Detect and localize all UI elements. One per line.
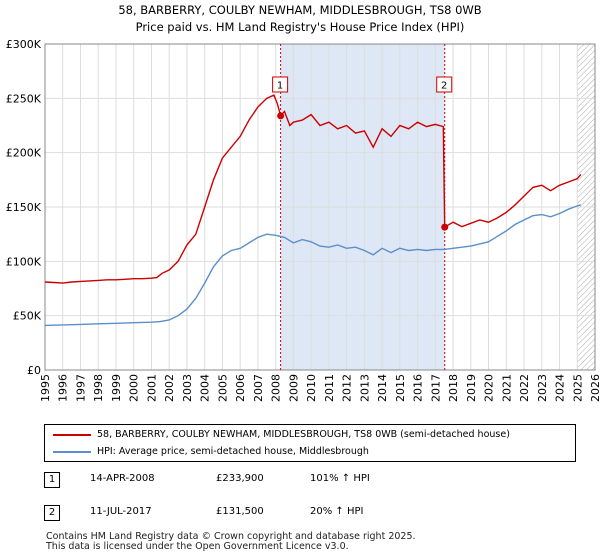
- x-tick-label: 1996: [57, 374, 70, 402]
- x-tick-label: 2023: [536, 374, 549, 402]
- x-tick-label: 2009: [287, 374, 300, 402]
- series-group: [45, 94, 582, 327]
- x-tick-label: 2022: [518, 374, 531, 402]
- x-tick-label: 2010: [305, 374, 318, 402]
- chart-subtitle: Price paid vs. HM Land Registry's House …: [136, 20, 465, 34]
- x-tick-label: 2003: [181, 374, 194, 402]
- legend-swatch-property: [53, 433, 91, 436]
- footer-line-1: Contains HM Land Registry data © Crown c…: [46, 531, 416, 542]
- sale-label: 2: [441, 81, 447, 92]
- x-tick-label: 1999: [110, 374, 123, 402]
- series-line-hpi: [45, 204, 582, 327]
- legend-item-property: 58, BARBERRY, COULBY NEWHAM, MIDDLESBROU…: [53, 427, 510, 443]
- legend-swatch-hpi: [53, 450, 91, 453]
- transaction-date: 14-APR-2008: [90, 473, 155, 484]
- transaction-hpi: 20% ↑ HPI: [310, 506, 364, 517]
- footer: Contains HM Land Registry data © Crown c…: [46, 532, 416, 552]
- x-tick-label: 2021: [500, 374, 513, 402]
- x-tick-label: 2011: [323, 374, 336, 402]
- sale-label: 1: [277, 81, 283, 92]
- x-tick-label: 2013: [358, 374, 371, 402]
- x-tick-label: 2024: [554, 374, 567, 402]
- transaction-badge: 2: [44, 505, 60, 521]
- x-tick-label: 2008: [270, 374, 283, 402]
- series-line-property: [45, 94, 582, 284]
- y-tick-label: £200K: [6, 147, 42, 160]
- y-tick-label: £250K: [6, 92, 42, 105]
- transaction-badge: 1: [44, 472, 60, 488]
- legend-item-hpi: HPI: Average price, semi-detached house,…: [53, 444, 369, 460]
- x-tick-label: 2012: [341, 374, 354, 402]
- x-tick-label: 1997: [74, 374, 87, 402]
- transaction-date: 11-JUL-2017: [90, 506, 152, 517]
- x-tick-label: 2002: [163, 374, 176, 402]
- sale-point: [441, 223, 449, 231]
- sale-label-box: [272, 76, 289, 93]
- x-tick-label: 2001: [145, 374, 158, 402]
- plot-frame: [44, 43, 596, 371]
- x-tick-label: 2016: [412, 374, 425, 402]
- y-tick-label: £300K: [6, 38, 42, 51]
- x-tick-label: 2020: [483, 374, 496, 402]
- legend-label-hpi: HPI: Average price, semi-detached house,…: [97, 446, 369, 457]
- y-tick-label: £50K: [13, 310, 42, 323]
- x-tick-label: 2018: [447, 374, 460, 402]
- legend: 58, BARBERRY, COULBY NEWHAM, MIDDLESBROU…: [44, 424, 576, 462]
- x-tick-label: 1998: [92, 374, 105, 402]
- x-tick-label: 2005: [216, 374, 229, 402]
- footer-line-2: This data is licensed under the Open Gov…: [46, 541, 349, 552]
- x-tick-label: 1995: [39, 374, 52, 402]
- x-tick-label: 2017: [429, 374, 442, 402]
- y-tick-label: £0: [27, 364, 41, 377]
- legend-label-property: 58, BARBERRY, COULBY NEWHAM, MIDDLESBROU…: [97, 429, 510, 440]
- transaction-price: £233,900: [216, 473, 264, 484]
- x-tick-label: 2006: [234, 374, 247, 402]
- x-tick-label: 2019: [465, 374, 478, 402]
- transaction-price: £131,500: [216, 506, 264, 517]
- sale-point: [277, 112, 285, 120]
- x-tick-label: 2014: [376, 374, 389, 402]
- x-tick-label: 2015: [394, 374, 407, 402]
- x-tick-label: 2026: [589, 374, 600, 402]
- chart-title: 58, BARBERRY, COULBY NEWHAM, MIDDLESBROU…: [118, 3, 481, 17]
- x-tick-label: 2000: [128, 374, 141, 402]
- x-tick-label: 2004: [199, 374, 212, 402]
- y-tick-label: £100K: [6, 255, 42, 268]
- y-tick-label: £150K: [6, 201, 42, 214]
- sale-label-box: [436, 76, 453, 93]
- x-tick-label: 2007: [252, 374, 265, 402]
- chart: 58, BARBERRY, COULBY NEWHAM, MIDDLESBROU…: [6, 3, 600, 402]
- x-tick-label: 2025: [571, 374, 584, 402]
- transaction-hpi: 101% ↑ HPI: [310, 473, 370, 484]
